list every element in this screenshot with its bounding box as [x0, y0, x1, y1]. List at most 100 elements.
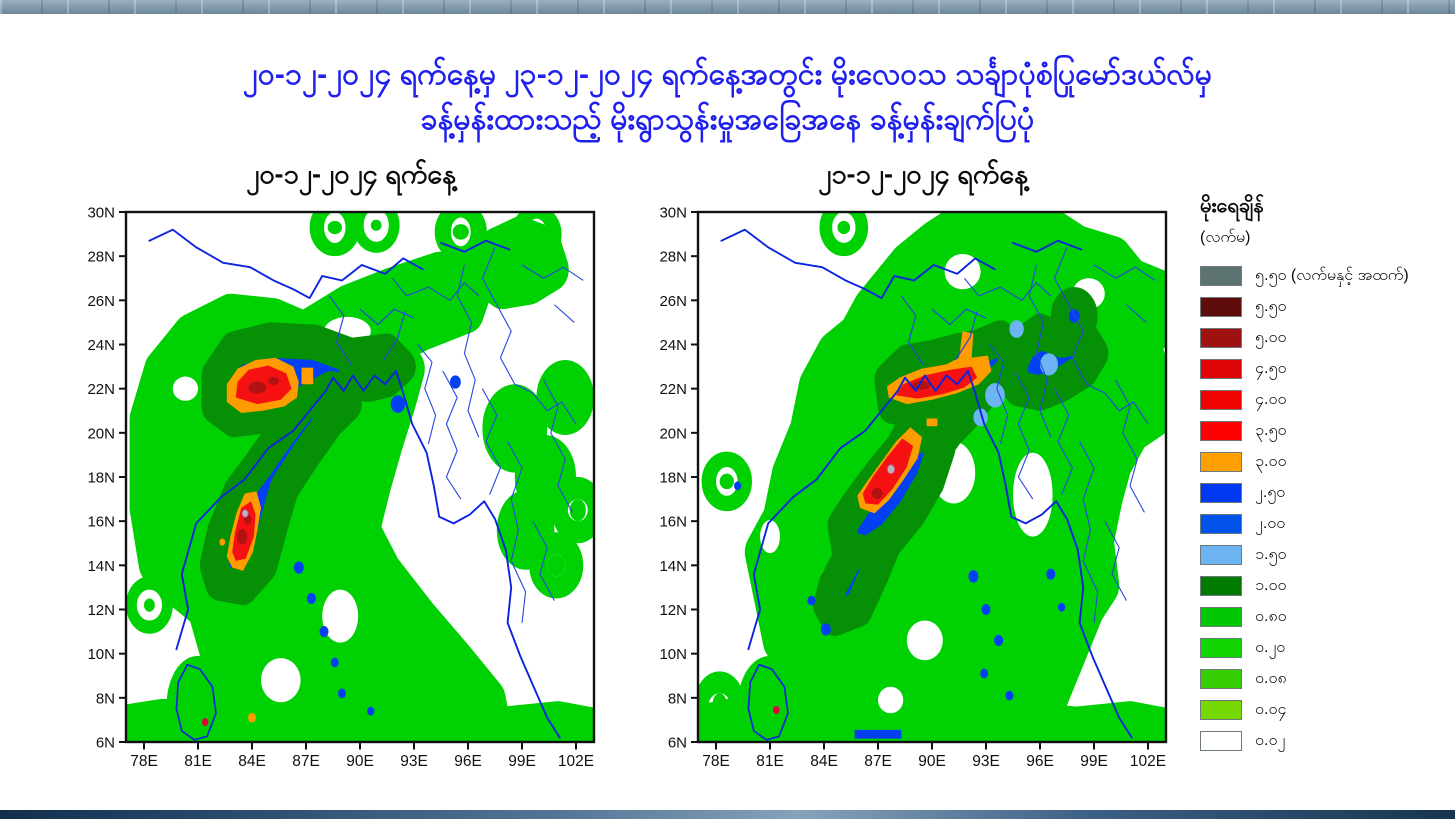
lat-axis: 30N 28N 26N 24N 22N 20N 18N 16N 14N 12N 10N 8N 6N [87, 205, 126, 752]
legend-swatch [1200, 451, 1242, 472]
legend-entries: ၅.၅၀ (လက်မနှင့် အထက်) ၅.၅၀၅.၀၀၄.၅၀၄.၀၀၃.၅… [1200, 260, 1455, 756]
bottom-decor-bar [0, 810, 1455, 819]
legend-entry-label: ၁.၀၀ [1255, 576, 1287, 594]
lat-tick-label: 20N [659, 425, 687, 442]
legend-units-label: (လက်မ) [1200, 229, 1251, 246]
lon-tick-label: 93E [400, 753, 428, 770]
lon-tick-label: 102E [1130, 753, 1166, 770]
lat-tick-label: 18N [659, 470, 687, 487]
lat-tick-label: 8N [96, 690, 115, 707]
lat-tick-label: 22N [659, 381, 687, 398]
panel-title-left: ၂၀-၁၂-၂၀၂၄ ရက်နေ့ [246, 159, 456, 189]
legend-entry-label: ၄.၅၀ [1255, 359, 1287, 377]
lat-tick-label: 16N [659, 514, 687, 531]
lat-tick-label: 28N [87, 249, 115, 266]
lon-tick-label: 78E [130, 753, 158, 770]
legend-entry-label: ၂.၀၀ [1255, 514, 1286, 532]
lat-tick-label: 24N [659, 337, 687, 354]
top-decor-bar [0, 0, 1455, 14]
legend-swatch [1200, 730, 1242, 751]
lon-tick-label: 99E [508, 753, 536, 770]
lon-tick-label: 81E [756, 753, 784, 770]
lon-axis: 78E 81E 84E 87E 90E 93E 96E 99E 102E [130, 742, 594, 770]
legend-entry: ၂.၀၀ [1200, 508, 1455, 539]
lat-tick-label: 16N [87, 514, 115, 531]
legend-entry-label: ၀.၂၀ [1255, 638, 1286, 656]
legend-entry-label: ၂.၅၀ [1255, 483, 1286, 501]
legend-entry: ၀.၈၀ [1200, 601, 1455, 632]
lat-tick-label: 10N [87, 646, 115, 663]
legend-swatch [1200, 575, 1242, 596]
lon-tick-label: 99E [1080, 753, 1108, 770]
lat-tick-label: 10N [659, 646, 687, 663]
legend-entry: ၁.၀၀ [1200, 570, 1455, 601]
lat-tick-label: 6N [96, 735, 115, 752]
lat-axis: 30N 28N 26N 24N 22N 20N 18N 16N 14N 12N 10N 8N 6N [659, 205, 698, 752]
lat-tick-label: 22N [87, 381, 115, 398]
legend-swatch [1200, 699, 1242, 720]
lat-tick-label: 20N [87, 425, 115, 442]
lon-tick-label: 87E [292, 753, 320, 770]
legend-swatch [1200, 482, 1242, 503]
slide-title-line2: ခန့်မှန်းထားသည့် မိုးရွာသွန်းမှုအခြေအနေ … [420, 103, 1035, 136]
legend-swatch [1200, 637, 1242, 658]
lat-tick-label: 30N [87, 205, 115, 222]
lat-tick-label: 8N [668, 690, 687, 707]
legend-swatch [1200, 296, 1242, 317]
lat-tick-label: 26N [659, 293, 687, 310]
legend-swatch [1200, 327, 1242, 348]
legend-entry-label: ၄.၀၀ [1255, 390, 1287, 408]
lat-tick-label: 14N [659, 558, 687, 575]
rainfall-map-21-12-2024: 30N 28N 26N 24N 22N 20N 18N 16N 14N 12N 10N 8N 6N 78… [659, 205, 1168, 770]
lat-tick-label: 28N [659, 249, 687, 266]
lon-tick-label: 93E [972, 753, 1000, 770]
legend-entry: ၀.၀၂ [1200, 725, 1455, 756]
legend-entry-label: ၅.၅၀ [1255, 297, 1287, 315]
lon-tick-label: 84E [810, 753, 838, 770]
legend-entry: ၅.၅၀ (လက်မနှင့် အထက်) [1200, 260, 1455, 291]
legend-swatch [1200, 606, 1242, 627]
lon-tick-label: 102E [558, 753, 594, 770]
legend-swatch [1200, 389, 1242, 410]
lat-tick-label: 18N [87, 470, 115, 487]
legend-entry: ၀.၂၀ [1200, 632, 1455, 663]
legend-entry: ၄.၀၀ [1200, 384, 1455, 415]
lat-tick-label: 26N [87, 293, 115, 310]
legend: မိုးရေချိန် (လက်မ) ၅.၅၀ (လက်မနှင့် အထက်)… [1200, 194, 1455, 756]
lat-tick-label: 12N [659, 602, 687, 619]
lon-tick-label: 96E [1026, 753, 1054, 770]
legend-entry: ၀.၀၈ [1200, 663, 1455, 694]
legend-entry-label: ၃.၀၀ [1255, 452, 1287, 470]
lon-tick-label: 78E [702, 753, 730, 770]
legend-swatch [1200, 420, 1242, 441]
legend-swatch [1200, 668, 1242, 689]
lat-tick-label: 6N [668, 735, 687, 752]
legend-entry: ၃.၀၀ [1200, 446, 1455, 477]
legend-entry-label: ၀.၀၈ [1255, 669, 1287, 687]
lat-tick-label: 12N [87, 602, 115, 619]
legend-entry: ၁.၅၀ [1200, 539, 1455, 570]
legend-entry: ၂.၅၀ [1200, 477, 1455, 508]
lon-tick-label: 90E [918, 753, 946, 770]
legend-swatch [1200, 513, 1242, 534]
slide-title: ၂၀-၁၂-၂၀၂၄ ရက်နေ့မှ ၂၃-၁၂-၂၀၂၄ ရက်နေ့အတွ… [0, 52, 1455, 142]
rainfall-map-20-12-2024: 30N 28N 26N 24N 22N 20N 18N 16N 14N 12N 10N 8N 6N 78… [87, 205, 596, 770]
legend-entry: ၀.၀၄ [1200, 694, 1455, 725]
lon-tick-label: 90E [346, 753, 374, 770]
lat-tick-label: 24N [87, 337, 115, 354]
legend-entry-label: ၀.၀၄ [1255, 700, 1287, 718]
map-border [696, 210, 1168, 744]
legend-entry-label: ၀.၀၂ [1255, 731, 1286, 749]
lon-tick-label: 96E [454, 753, 482, 770]
lon-axis: 78E 81E 84E 87E 90E 93E 96E 99E 102E [702, 742, 1166, 770]
legend-swatch [1200, 544, 1242, 565]
legend-entry: ၅.၅၀ [1200, 291, 1455, 322]
lon-tick-label: 81E [184, 753, 212, 770]
legend-swatch [1200, 265, 1242, 286]
legend-entry-label: ၃.၅၀ [1255, 421, 1287, 439]
legend-entry-label: ၁.၅၀ [1255, 545, 1287, 563]
legend-entry: ၅.၀၀ [1200, 322, 1455, 353]
lon-tick-label: 84E [238, 753, 266, 770]
legend-entry: ၄.၅၀ [1200, 353, 1455, 384]
